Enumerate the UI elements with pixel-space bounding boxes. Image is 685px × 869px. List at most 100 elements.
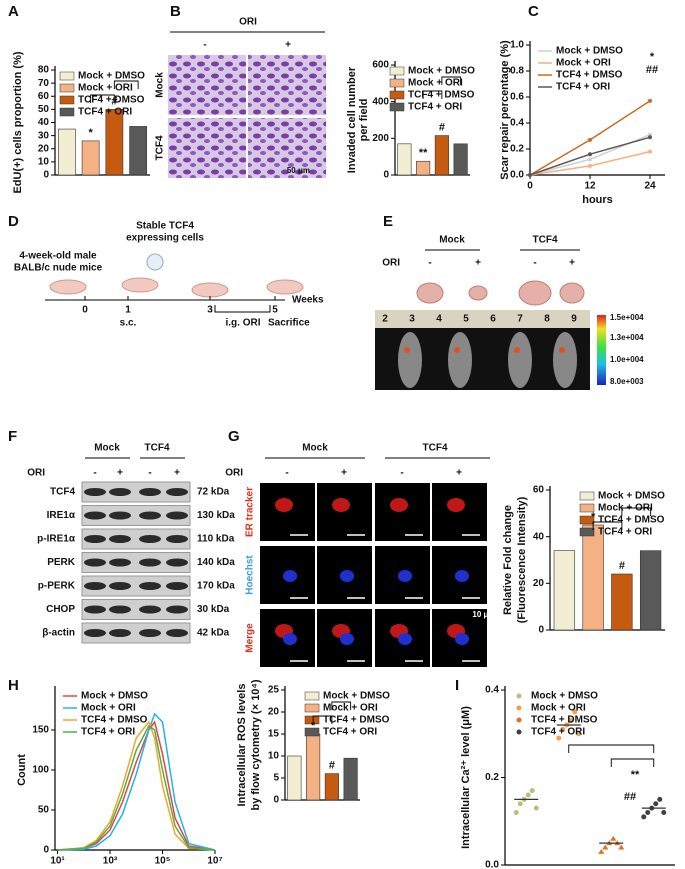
label: - xyxy=(533,258,536,269)
tumor xyxy=(468,285,488,301)
y-tick-label: 40 xyxy=(533,531,545,542)
legend-label: TCF4 + ORI xyxy=(81,727,135,738)
y-axis-label: by flow cytometry (× 10⁴) xyxy=(250,679,262,810)
blot xyxy=(81,599,191,620)
legend-label: TCF4 + ORI xyxy=(408,102,462,113)
y-tick-label: 150 xyxy=(32,725,49,736)
label: + xyxy=(456,468,462,479)
bracket xyxy=(592,521,623,530)
y-tick-label: 0.4 xyxy=(510,118,524,129)
kda-label: 42 kDa xyxy=(197,628,230,639)
band xyxy=(84,558,106,567)
blot xyxy=(81,622,191,644)
series-line xyxy=(57,724,216,851)
colorbar-label: 1.0e+004 xyxy=(610,355,644,364)
scale-label: 10 μm xyxy=(472,610,495,619)
point xyxy=(653,801,659,807)
annotation: ** xyxy=(419,147,428,159)
point xyxy=(645,810,651,815)
bar xyxy=(453,143,468,176)
legend-swatch xyxy=(516,705,522,711)
y-tick-label: 10 xyxy=(268,751,280,762)
legend-label: Mock + ORI xyxy=(531,703,586,714)
y-tick-label: 0.6 xyxy=(510,92,524,103)
kda-label: 170 kDa xyxy=(197,581,235,592)
legend-swatch xyxy=(304,715,320,725)
label: - xyxy=(93,468,96,479)
annotation: * xyxy=(591,511,596,523)
y-tick-label: 0.2 xyxy=(510,144,524,155)
point xyxy=(576,731,582,737)
label: s.c. xyxy=(120,318,137,329)
group-label: Mock xyxy=(439,235,465,246)
band xyxy=(109,582,131,590)
label: Weeks xyxy=(292,295,324,306)
bar xyxy=(324,773,339,801)
colorbar-label: 1.5e+004 xyxy=(610,313,644,322)
ruler-label: 7 xyxy=(517,314,523,325)
band xyxy=(84,629,106,637)
legend-label: TCF4 + DMSO xyxy=(78,95,145,106)
point xyxy=(648,149,652,154)
point xyxy=(528,173,532,177)
label: - xyxy=(428,258,431,269)
colorbar-label: 1.3e+004 xyxy=(610,333,644,342)
band xyxy=(166,629,188,637)
ruler-label: 6 xyxy=(490,314,496,325)
protein-label: TCF4 xyxy=(50,487,75,498)
signal xyxy=(404,347,410,353)
tumor xyxy=(518,280,552,306)
panel-letter: E xyxy=(383,213,393,230)
y-tick-label: 100 xyxy=(32,765,49,776)
mouse xyxy=(553,332,577,388)
bracket xyxy=(422,90,443,99)
row-label: Mock xyxy=(155,72,166,98)
time-label: 0 xyxy=(82,305,88,316)
band xyxy=(166,558,188,567)
y-axis-label: Invaded cell number xyxy=(346,66,358,173)
er-signal xyxy=(447,498,465,512)
point xyxy=(648,98,652,103)
label: - xyxy=(285,468,288,479)
y-tick-label: 0 xyxy=(43,170,49,181)
signal xyxy=(514,347,520,353)
bar xyxy=(306,733,321,801)
series-line xyxy=(57,712,216,851)
band xyxy=(166,511,188,520)
nucleus xyxy=(283,570,297,582)
y-tick-label: 400 xyxy=(372,96,389,107)
label: 4-week-old male xyxy=(19,251,97,262)
label: + xyxy=(341,468,347,479)
bracket xyxy=(568,744,655,753)
label: BALB/c nude mice xyxy=(14,263,103,274)
point xyxy=(648,135,652,140)
time-label: 5 xyxy=(272,305,278,316)
legend-label: TCF4 + ORI xyxy=(78,107,132,118)
point xyxy=(556,735,562,741)
y-tick-label: 20 xyxy=(533,578,545,589)
x-tick-label: 10³ xyxy=(103,856,118,867)
micrograph xyxy=(260,483,315,541)
nucleus xyxy=(455,570,469,582)
legend-label: Mock + DMSO xyxy=(78,71,145,82)
protein-label: IRE1α xyxy=(47,510,76,521)
legend-swatch xyxy=(389,90,405,100)
legend-swatch xyxy=(59,107,75,117)
panel-letter: G xyxy=(228,428,240,445)
y-tick-label: 70 xyxy=(38,78,50,89)
x-tick-label: 10⁷ xyxy=(207,856,222,867)
bracket xyxy=(331,701,352,710)
x-tick-label: 10¹ xyxy=(50,856,65,867)
nucleus xyxy=(340,570,354,582)
y-axis-label: Intracellular ROS levels xyxy=(236,684,248,807)
band xyxy=(139,488,161,496)
legend-swatch xyxy=(516,717,522,723)
blot xyxy=(81,481,191,503)
legend-label: Mock + DMSO xyxy=(323,691,390,702)
bracket xyxy=(312,715,333,724)
label: expressing cells xyxy=(126,233,204,244)
annotation: ** xyxy=(631,769,640,781)
band xyxy=(139,535,161,543)
protein-label: p-PERK xyxy=(38,581,76,592)
label: + xyxy=(569,258,575,269)
